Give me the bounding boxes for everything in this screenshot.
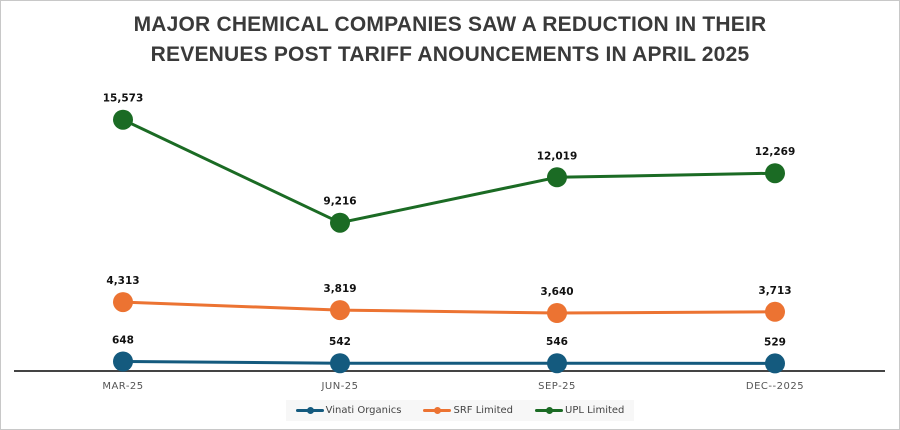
data-label-srf-limited-3: 3,713 <box>758 285 791 297</box>
data-label-vinati-organics-0: 648 <box>112 335 134 347</box>
legend-item[interactable]: UPL Limited <box>535 405 624 416</box>
marker-vinati-organics-3 <box>765 353 785 374</box>
legend-item[interactable]: SRF Limited <box>423 405 513 416</box>
series-line-upl-limited <box>122 118 776 225</box>
chart-title: MAJOR CHEMICAL COMPANIES SAW A REDUCTION… <box>0 10 900 70</box>
data-label-vinati-organics-2: 546 <box>546 336 568 348</box>
x-tick-label-3: DEC--2025 <box>746 381 804 392</box>
legend-item[interactable]: Vinati Organics <box>295 405 402 416</box>
x-tick-label-2: SEP-25 <box>538 381 576 392</box>
x-tick-label-0: MAR-25 <box>102 381 143 392</box>
legend-label: Vinati Organics <box>325 405 402 416</box>
marker-upl-limited-3 <box>765 163 785 184</box>
marker-vinati-organics-0 <box>113 351 133 372</box>
legend-label: SRF Limited <box>453 405 513 416</box>
marker-vinati-organics-2 <box>547 353 567 374</box>
x-tick-label-1: JUN-25 <box>320 381 358 392</box>
chart-title-line-2: REVENUES POST TARIFF ANOUNCEMENTS IN APR… <box>150 43 750 66</box>
marker-srf-limited-3 <box>765 301 785 322</box>
data-label-srf-limited-2: 3,640 <box>540 286 573 298</box>
marker-srf-limited-1 <box>330 300 350 321</box>
legend: Vinati Organics SRF Limited UPL Limited <box>286 400 634 421</box>
legend-line-marker-icon <box>423 407 452 414</box>
chart-title-line-1: MAJOR CHEMICAL COMPANIES SAW A REDUCTION… <box>133 13 767 36</box>
marker-srf-limited-2 <box>547 303 567 323</box>
data-label-upl-limited-0: 15,573 <box>103 93 144 105</box>
markers <box>113 109 785 374</box>
series-line-vinati-organics <box>122 360 776 365</box>
data-label-vinati-organics-3: 529 <box>764 336 786 348</box>
data-label-srf-limited-0: 4,313 <box>106 275 139 287</box>
data-label-upl-limited-1: 9,216 <box>323 196 356 208</box>
data-label-srf-limited-1: 3,819 <box>323 283 356 295</box>
data-label-upl-limited-3: 12,269 <box>755 146 796 158</box>
series-line-srf-limited <box>122 300 776 315</box>
data-label-vinati-organics-1: 542 <box>329 336 351 348</box>
marker-upl-limited-0 <box>113 109 133 130</box>
marker-srf-limited-0 <box>113 292 133 313</box>
data-label-upl-limited-2: 12,019 <box>537 150 578 162</box>
legend-label: UPL Limited <box>565 405 625 416</box>
marker-upl-limited-2 <box>547 167 567 188</box>
legend-line-marker-icon <box>295 407 324 414</box>
marker-vinati-organics-1 <box>330 353 350 374</box>
x-axis-ticks: MAR-25 JUN-25 SEP-25 DEC--2025 <box>102 381 804 392</box>
legend-line-marker-icon <box>535 407 563 414</box>
data-labels: 648 542 546 529 4,313 3,819 3,640 3,713 15,573 9,… <box>103 93 796 349</box>
marker-upl-limited-1 <box>330 212 350 233</box>
series-layer <box>122 118 776 365</box>
